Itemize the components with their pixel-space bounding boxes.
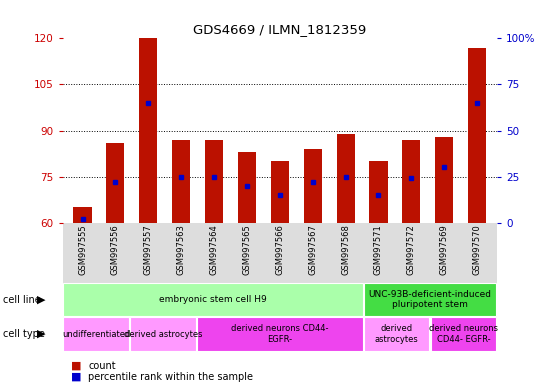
Bar <box>172 140 190 223</box>
FancyBboxPatch shape <box>364 318 429 351</box>
Bar <box>336 134 355 223</box>
Bar <box>238 152 256 223</box>
Text: count: count <box>88 361 116 371</box>
Bar <box>106 143 124 223</box>
FancyBboxPatch shape <box>63 283 363 316</box>
Bar <box>402 140 420 223</box>
Bar <box>370 161 388 223</box>
Title: GDS4669 / ILMN_1812359: GDS4669 / ILMN_1812359 <box>193 23 366 36</box>
Text: ■: ■ <box>71 372 81 382</box>
Text: ▶: ▶ <box>37 329 46 339</box>
Bar <box>74 207 92 223</box>
Bar <box>139 38 157 223</box>
Text: UNC-93B-deficient-induced
pluripotent stem: UNC-93B-deficient-induced pluripotent st… <box>369 290 491 309</box>
FancyBboxPatch shape <box>197 318 363 351</box>
FancyBboxPatch shape <box>431 318 496 351</box>
Text: ▶: ▶ <box>37 295 46 305</box>
Bar <box>468 48 486 223</box>
Text: cell type: cell type <box>3 329 45 339</box>
Text: percentile rank within the sample: percentile rank within the sample <box>88 372 253 382</box>
Text: derived astrocytes: derived astrocytes <box>124 329 202 339</box>
Bar <box>435 137 453 223</box>
Text: embryonic stem cell H9: embryonic stem cell H9 <box>159 295 267 304</box>
Text: undifferentiated: undifferentiated <box>62 329 130 339</box>
Text: derived neurons CD44-
EGFR-: derived neurons CD44- EGFR- <box>231 324 329 344</box>
Text: cell line: cell line <box>3 295 40 305</box>
Bar <box>304 149 322 223</box>
Text: derived neurons
CD44- EGFR-: derived neurons CD44- EGFR- <box>429 324 498 344</box>
Bar <box>205 140 223 223</box>
Text: derived
astrocytes: derived astrocytes <box>375 324 419 344</box>
FancyBboxPatch shape <box>130 318 195 351</box>
Bar <box>271 161 289 223</box>
FancyBboxPatch shape <box>63 318 129 351</box>
FancyBboxPatch shape <box>364 283 496 316</box>
Text: ■: ■ <box>71 361 81 371</box>
